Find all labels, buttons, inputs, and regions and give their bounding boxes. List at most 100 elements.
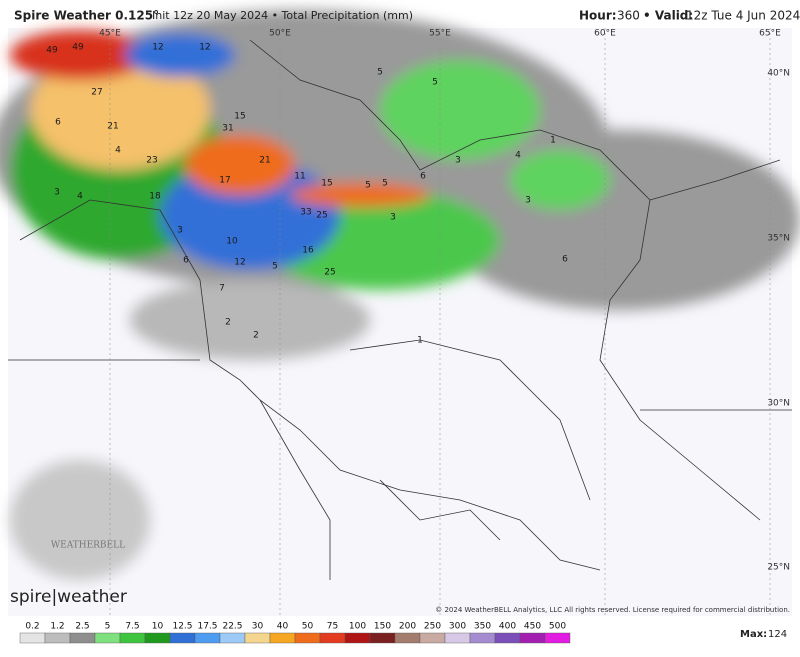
precip-value: 23 [146, 156, 157, 166]
colorbar-tick: 2.5 [75, 622, 89, 632]
colorbar-swatch [19, 632, 46, 644]
colorbar-tick: 5 [105, 622, 111, 632]
colorbar-swatch [169, 632, 196, 644]
colorbar-swatch [469, 632, 496, 644]
colorbar-tick: 10 [152, 622, 164, 632]
precip-value: 25 [316, 211, 327, 221]
precip-value: 5 [377, 68, 383, 78]
longitude-label: 55°E [429, 29, 451, 39]
precip-value: 18 [149, 192, 161, 202]
copyright: © 2024 WeatherBELL Analytics, LLC All ri… [435, 606, 790, 614]
precip-value: 33 [300, 208, 311, 218]
colorbar-swatch [444, 632, 471, 644]
precip-value: 5 [365, 181, 371, 191]
precip-value: 3 [54, 188, 60, 198]
colorbar-tick: 450 [524, 622, 541, 632]
precip-value: 5 [272, 262, 278, 272]
colorbar-swatch [244, 632, 271, 644]
colorbar-swatch [294, 632, 321, 644]
precip-value: 31 [222, 124, 233, 134]
precip-value: 1 [550, 136, 556, 146]
title: Spire Weather 0.125° [14, 9, 159, 23]
colorbar-tick: 350 [474, 622, 491, 632]
precip-value: 6 [55, 118, 61, 128]
max-label: Max: [740, 629, 767, 640]
colorbar-tick: 300 [449, 622, 466, 632]
precip-value: 12 [199, 43, 210, 53]
colorbar-swatch [344, 632, 371, 644]
valid-label: • Valid: [643, 9, 693, 23]
longitude-label: 45°E [99, 29, 121, 39]
precip-value: 27 [91, 88, 102, 98]
subtitle: Init 12z 20 May 2024 • Total Precipitati… [152, 9, 413, 22]
colorbar-swatch [544, 632, 571, 644]
precip-value: 2 [253, 331, 259, 341]
precip-value: 17 [219, 176, 230, 186]
colorbar-swatch [69, 632, 96, 644]
colorbar-tick: 40 [277, 622, 289, 632]
precip-field [0, 10, 800, 580]
colorbar-tick: 1.2 [50, 622, 64, 632]
latitude-label: 30°N [767, 399, 790, 409]
precip-value: 5 [382, 179, 388, 189]
longitude-label: 50°E [269, 29, 291, 39]
precip-value: 15 [321, 179, 332, 189]
precip-value: 21 [259, 156, 270, 166]
brand-logo: spire|weather [10, 587, 127, 607]
precip-value: 3 [177, 226, 183, 236]
latitude-label: 40°N [767, 69, 790, 79]
colorbar-swatch [94, 632, 121, 644]
colorbar-tick: 250 [424, 622, 441, 632]
colorbar-swatch [219, 632, 246, 644]
precip-value: 3 [455, 156, 461, 166]
colorbar-swatch [269, 632, 296, 644]
latitude-label: 35°N [767, 234, 790, 244]
precip-value: 15 [234, 112, 245, 122]
colorbar-tick: 150 [374, 622, 391, 632]
colorbar-tick: 12.5 [172, 622, 192, 632]
colorbar-tick: 500 [549, 622, 566, 632]
max-value: 124 [768, 629, 787, 640]
precip-value: 12 [234, 258, 245, 268]
precip-value: 49 [72, 43, 84, 53]
precip-value: 10 [226, 237, 238, 247]
colorbar-swatch [144, 632, 171, 644]
precip-value: 7 [219, 284, 225, 294]
colorbar-tick: 7.5 [125, 622, 139, 632]
precip-value: 16 [302, 246, 314, 256]
colorbar-tick: 17.5 [197, 622, 217, 632]
precip-value: 4 [515, 151, 521, 161]
precip-value: 49 [46, 46, 58, 56]
colorbar-tick: 400 [499, 622, 516, 632]
latitude-label: 25°N [767, 563, 790, 573]
colorbar-swatch [319, 632, 346, 644]
valid-value: 12z Tue 4 Jun 2024 [686, 9, 800, 23]
colorbar-swatch [419, 632, 446, 644]
hour-label: Hour: [579, 9, 617, 23]
precip-value: 12 [152, 43, 163, 53]
colorbar-tick: 0.2 [25, 622, 39, 632]
colorbar-tick: 22.5 [222, 622, 242, 632]
precip-value: 2 [225, 318, 231, 328]
precip-value: 5 [432, 78, 438, 88]
colorbar-tick: 200 [399, 622, 416, 632]
precip-value: 6 [562, 255, 568, 265]
colorbar-swatch [194, 632, 221, 644]
colorbar-swatch [494, 632, 521, 644]
colorbar-swatch [519, 632, 546, 644]
colorbar-swatch [119, 632, 146, 644]
precip-value: 4 [115, 146, 121, 156]
colorbar-tick: 75 [327, 622, 338, 632]
precip-value: 11 [294, 172, 305, 182]
longitude-label: 60°E [594, 29, 616, 39]
colorbar-swatch [394, 632, 421, 644]
graticule [109, 28, 771, 616]
watermark: WEATHERBELL [51, 541, 125, 551]
precip-value: 21 [107, 122, 118, 132]
colorbar-tick: 50 [302, 622, 314, 632]
precip-value: 6 [420, 172, 426, 182]
colorbar-tick: 100 [349, 622, 366, 632]
precip-value: 1 [417, 336, 423, 346]
